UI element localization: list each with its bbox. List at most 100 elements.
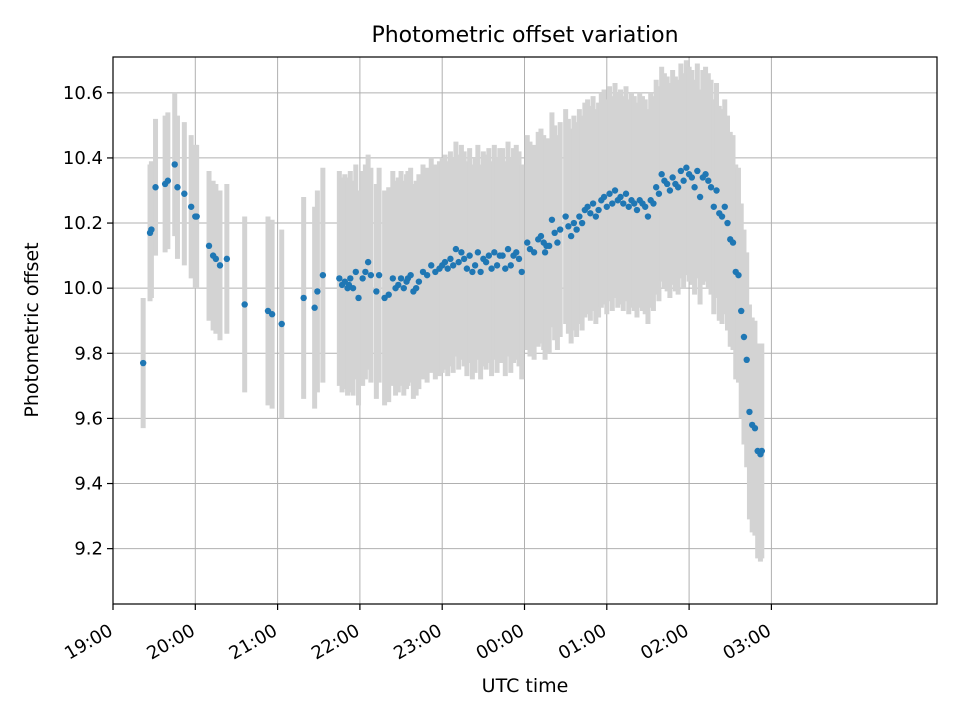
data-point	[311, 304, 318, 311]
data-point	[515, 255, 523, 263]
data-point	[562, 213, 569, 220]
data-point	[570, 219, 578, 227]
data-point	[606, 190, 613, 197]
data-point	[718, 213, 726, 220]
data-point	[493, 262, 501, 269]
data-point	[469, 268, 476, 276]
data-point	[556, 226, 564, 233]
data-point	[355, 294, 362, 302]
data-point	[669, 174, 676, 181]
y-tick-label: 10.6	[63, 83, 103, 104]
y-axis-label: Photometric offset	[21, 242, 43, 417]
data-point	[171, 161, 178, 168]
data-point	[499, 252, 506, 259]
data-point	[397, 275, 405, 282]
y-tick-label: 9.6	[74, 408, 103, 429]
data-point	[444, 265, 451, 272]
y-tick-label: 10.0	[63, 278, 103, 299]
data-point	[554, 239, 561, 246]
data-point	[139, 359, 147, 367]
data-point	[513, 249, 520, 256]
data-point	[205, 242, 213, 250]
data-point	[603, 203, 610, 210]
data-point	[518, 268, 525, 276]
x-axis-label: UTC time	[482, 675, 569, 697]
data-point	[696, 193, 704, 201]
data-point	[688, 174, 696, 181]
data-point	[674, 184, 682, 191]
data-point	[738, 307, 745, 315]
data-point	[441, 258, 449, 266]
data-point	[721, 203, 728, 210]
data-point	[729, 239, 737, 246]
data-point	[385, 291, 392, 298]
data-point	[617, 193, 624, 201]
data-point	[415, 278, 423, 285]
data-point	[713, 187, 720, 194]
data-point	[349, 284, 357, 292]
data-point	[412, 284, 420, 292]
data-point	[633, 206, 641, 214]
data-point	[193, 213, 200, 220]
data-point	[300, 294, 307, 302]
data-point	[541, 249, 549, 256]
data-point	[655, 190, 663, 197]
data-point	[611, 187, 619, 194]
data-point	[502, 265, 509, 272]
data-point	[466, 252, 473, 259]
y-tick-label: 9.8	[74, 343, 103, 364]
data-point	[395, 281, 402, 289]
data-point	[622, 190, 630, 197]
data-point	[537, 232, 545, 240]
data-point	[746, 408, 753, 416]
data-point	[650, 200, 657, 207]
data-point	[545, 242, 553, 250]
data-point	[666, 187, 674, 194]
data-point	[658, 171, 665, 178]
y-tick-label: 9.2	[74, 539, 103, 560]
data-point	[663, 180, 671, 188]
data-point	[691, 184, 698, 191]
data-point	[187, 203, 195, 210]
data-point	[491, 249, 498, 256]
data-point	[707, 184, 715, 191]
data-point	[400, 284, 407, 292]
data-point	[724, 219, 731, 227]
data-point	[705, 177, 712, 184]
data-point	[551, 229, 558, 237]
data-point	[241, 301, 248, 308]
data-point	[216, 262, 224, 269]
data-point	[447, 255, 454, 263]
data-point	[471, 262, 479, 269]
data-point	[152, 184, 159, 191]
data-point	[625, 203, 632, 210]
data-point	[181, 190, 188, 197]
data-point	[504, 245, 512, 253]
data-point	[565, 223, 572, 230]
data-point	[336, 275, 343, 282]
chart-title: Photometric offset variation	[371, 23, 678, 48]
data-point	[428, 262, 435, 269]
data-point	[373, 288, 380, 295]
data-point	[743, 356, 750, 364]
data-point	[375, 271, 383, 279]
data-point	[389, 275, 397, 282]
data-point	[364, 258, 372, 266]
data-point	[278, 320, 285, 328]
data-point	[631, 200, 638, 207]
data-point	[609, 200, 616, 207]
data-point	[212, 255, 220, 263]
data-point	[423, 271, 431, 279]
data-point	[710, 203, 717, 210]
data-point	[460, 255, 468, 263]
data-point	[507, 262, 514, 269]
data-point	[314, 288, 321, 295]
data-point	[735, 271, 742, 279]
data-point	[644, 213, 652, 220]
data-point	[359, 275, 366, 282]
data-point	[589, 200, 597, 207]
y-tick-label: 10.2	[63, 213, 103, 234]
data-point	[362, 268, 369, 276]
data-point	[482, 258, 490, 266]
